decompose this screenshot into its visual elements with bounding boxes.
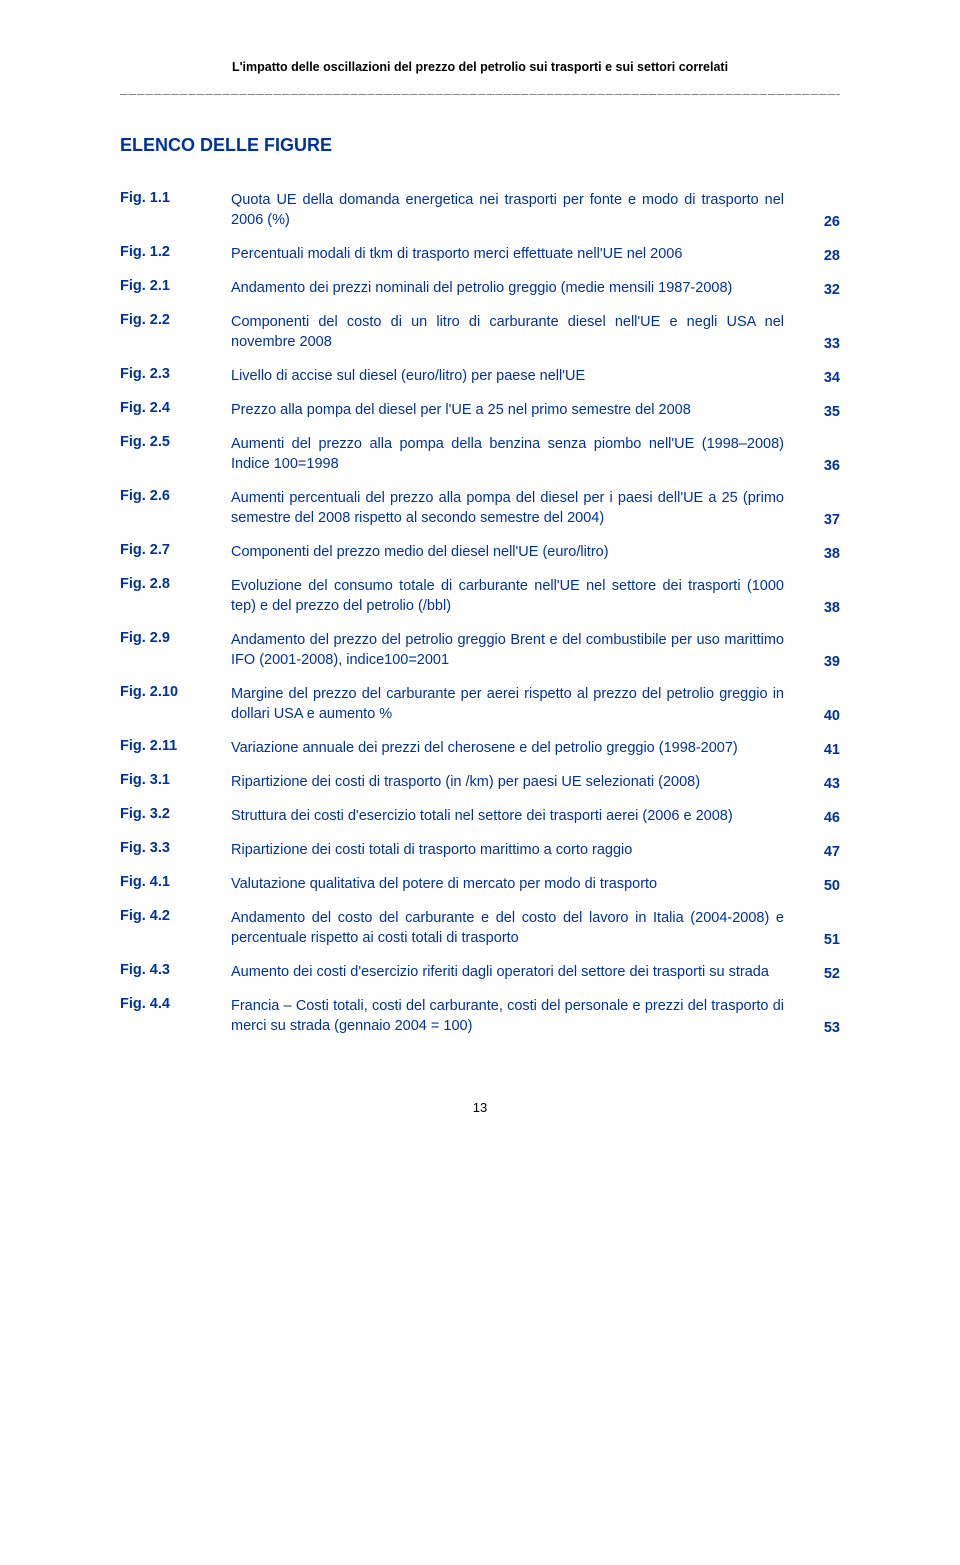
figure-label: Fig. 3.1 [120, 772, 231, 806]
list-item: Fig. 4.4Francia – Costi totali, costi de… [120, 996, 840, 1050]
figure-title: Percentuali modali di tkm di trasporto m… [231, 244, 806, 278]
list-item: Fig. 3.2Struttura dei costi d'esercizio … [120, 806, 840, 840]
figure-page: 34 [806, 366, 840, 400]
figure-label: Fig. 4.3 [120, 962, 231, 996]
list-item: Fig. 2.6Aumenti percentuali del prezzo a… [120, 488, 840, 542]
figure-page: 41 [806, 738, 840, 772]
header-rule: ________________________________________… [120, 80, 840, 95]
figure-label: Fig. 3.2 [120, 806, 231, 840]
figure-page: 26 [806, 190, 840, 244]
figure-label: Fig. 2.10 [120, 684, 231, 738]
figure-page: 32 [806, 278, 840, 312]
figure-title: Valutazione qualitativa del potere di me… [231, 874, 806, 908]
figure-label: Fig. 2.1 [120, 278, 231, 312]
figure-title: Componenti del prezzo medio del diesel n… [231, 542, 806, 576]
list-item: Fig. 4.2Andamento del costo del carburan… [120, 908, 840, 962]
figure-page: 53 [806, 996, 840, 1050]
figure-page: 46 [806, 806, 840, 840]
figure-title: Aumenti del prezzo alla pompa della benz… [231, 434, 806, 488]
list-item: Fig. 3.1Ripartizione dei costi di traspo… [120, 772, 840, 806]
list-item: Fig. 1.1Quota UE della domanda energetic… [120, 190, 840, 244]
figure-label: Fig. 2.6 [120, 488, 231, 542]
list-item: Fig. 4.3Aumento dei costi d'esercizio ri… [120, 962, 840, 996]
figure-page: 50 [806, 874, 840, 908]
figure-label: Fig. 4.1 [120, 874, 231, 908]
figure-page: 36 [806, 434, 840, 488]
figure-label: Fig. 2.8 [120, 576, 231, 630]
figure-title: Evoluzione del consumo totale di carbura… [231, 576, 806, 630]
figure-page: 35 [806, 400, 840, 434]
list-item: Fig. 2.1Andamento dei prezzi nominali de… [120, 278, 840, 312]
document-page: L'impatto delle oscillazioni del prezzo … [0, 0, 960, 1565]
figure-label: Fig. 2.5 [120, 434, 231, 488]
figure-title: Margine del prezzo del carburante per ae… [231, 684, 806, 738]
page-number: 13 [120, 1100, 840, 1115]
list-item: Fig. 1.2Percentuali modali di tkm di tra… [120, 244, 840, 278]
figure-title: Quota UE della domanda energetica nei tr… [231, 190, 806, 244]
figure-page: 37 [806, 488, 840, 542]
figure-title: Ripartizione dei costi totali di traspor… [231, 840, 806, 874]
figure-page: 47 [806, 840, 840, 874]
list-item: Fig. 2.3Livello di accise sul diesel (eu… [120, 366, 840, 400]
running-header: L'impatto delle oscillazioni del prezzo … [120, 60, 840, 74]
list-item: Fig. 2.2Componenti del costo di un litro… [120, 312, 840, 366]
figure-title: Prezzo alla pompa del diesel per l'UE a … [231, 400, 806, 434]
list-item: Fig. 2.5Aumenti del prezzo alla pompa de… [120, 434, 840, 488]
list-item: Fig. 2.7Componenti del prezzo medio del … [120, 542, 840, 576]
figure-page: 40 [806, 684, 840, 738]
figure-label: Fig. 2.7 [120, 542, 231, 576]
figure-title: Francia – Costi totali, costi del carbur… [231, 996, 806, 1050]
figure-title: Ripartizione dei costi di trasporto (in … [231, 772, 806, 806]
list-item: Fig. 2.10Margine del prezzo del carburan… [120, 684, 840, 738]
figure-label: Fig. 1.1 [120, 190, 231, 244]
figure-title: Aumento dei costi d'esercizio riferiti d… [231, 962, 806, 996]
figure-title: Struttura dei costi d'esercizio totali n… [231, 806, 806, 840]
list-item: Fig. 2.11Variazione annuale dei prezzi d… [120, 738, 840, 772]
figure-label: Fig. 2.11 [120, 738, 231, 772]
figure-page: 43 [806, 772, 840, 806]
figure-label: Fig. 1.2 [120, 244, 231, 278]
figure-page: 38 [806, 542, 840, 576]
figure-title: Andamento dei prezzi nominali del petrol… [231, 278, 806, 312]
list-item: Fig. 4.1Valutazione qualitativa del pote… [120, 874, 840, 908]
list-item: Fig. 2.9Andamento del prezzo del petroli… [120, 630, 840, 684]
figure-title: Componenti del costo di un litro di carb… [231, 312, 806, 366]
section-title: ELENCO DELLE FIGURE [120, 135, 840, 156]
list-item: Fig. 2.8Evoluzione del consumo totale di… [120, 576, 840, 630]
figure-label: Fig. 2.3 [120, 366, 231, 400]
list-item: Fig. 2.4Prezzo alla pompa del diesel per… [120, 400, 840, 434]
figure-page: 51 [806, 908, 840, 962]
figure-page: 39 [806, 630, 840, 684]
figures-list: Fig. 1.1Quota UE della domanda energetic… [120, 190, 840, 1050]
figure-page: 52 [806, 962, 840, 996]
figure-page: 38 [806, 576, 840, 630]
figure-title: Livello di accise sul diesel (euro/litro… [231, 366, 806, 400]
figure-label: Fig. 2.4 [120, 400, 231, 434]
figure-title: Andamento del prezzo del petrolio greggi… [231, 630, 806, 684]
figure-page: 33 [806, 312, 840, 366]
figure-label: Fig. 2.9 [120, 630, 231, 684]
figure-title: Variazione annuale dei prezzi del cheros… [231, 738, 806, 772]
figure-title: Andamento del costo del carburante e del… [231, 908, 806, 962]
figure-label: Fig. 4.4 [120, 996, 231, 1050]
figure-label: Fig. 4.2 [120, 908, 231, 962]
list-item: Fig. 3.3Ripartizione dei costi totali di… [120, 840, 840, 874]
figure-label: Fig. 3.3 [120, 840, 231, 874]
figure-page: 28 [806, 244, 840, 278]
figure-title: Aumenti percentuali del prezzo alla pomp… [231, 488, 806, 542]
figure-label: Fig. 2.2 [120, 312, 231, 366]
